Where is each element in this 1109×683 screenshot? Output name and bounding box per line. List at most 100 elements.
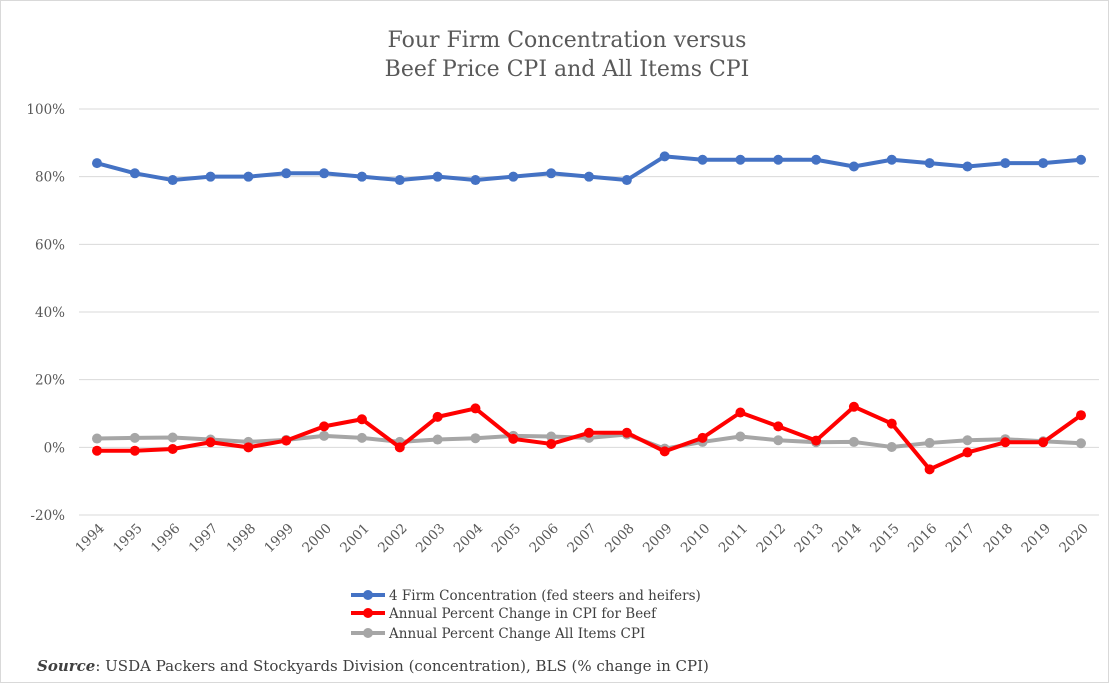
data-point	[508, 434, 518, 444]
data-point	[319, 431, 329, 441]
x-tick-label: 2011	[716, 521, 752, 557]
data-point	[811, 155, 821, 165]
data-point	[470, 403, 480, 413]
legend-swatch-marker	[363, 590, 373, 600]
data-point	[962, 447, 972, 457]
series-layer	[92, 151, 1086, 474]
x-tick-label: 1997	[186, 521, 222, 557]
data-point	[698, 433, 708, 443]
chart-title-line-1: Four Firm Concentration versus	[388, 28, 747, 53]
x-tick-label: 2005	[489, 521, 525, 557]
data-point	[319, 168, 329, 178]
data-point	[962, 162, 972, 172]
data-point	[849, 402, 859, 412]
x-tick-label: 2016	[905, 521, 941, 557]
data-point	[92, 158, 102, 168]
data-point	[130, 168, 140, 178]
y-tick-label: -20%	[30, 508, 65, 524]
legend-item: Annual Percent Change in CPI for Beef	[351, 606, 657, 622]
data-point	[470, 433, 480, 443]
data-point	[887, 442, 897, 452]
data-point	[130, 446, 140, 456]
data-point	[546, 439, 556, 449]
data-point	[660, 446, 670, 456]
data-point	[92, 434, 102, 444]
x-tick-label: 2008	[602, 521, 638, 557]
data-point	[319, 421, 329, 431]
data-point	[925, 464, 935, 474]
legend: 4 Firm Concentration (fed steers and hei…	[351, 588, 701, 642]
data-point	[735, 155, 745, 165]
data-point	[887, 155, 897, 165]
data-point	[849, 437, 859, 447]
x-tick-label: 1998	[224, 521, 260, 557]
data-point	[357, 172, 367, 182]
data-point	[546, 168, 556, 178]
chart-title-line-2: Beef Price CPI and All Items CPI	[385, 57, 750, 82]
data-point	[1076, 155, 1086, 165]
data-point	[1076, 410, 1086, 420]
data-point	[470, 175, 480, 185]
data-point	[584, 428, 594, 438]
data-point	[925, 438, 935, 448]
data-point	[1000, 437, 1010, 447]
legend-label: Annual Percent Change All Items CPI	[388, 626, 645, 642]
y-tick-label: 80%	[35, 170, 65, 186]
data-point	[849, 162, 859, 172]
y-tick-label: 60%	[35, 237, 65, 253]
x-tick-label: 2017	[943, 521, 979, 557]
data-point	[168, 175, 178, 185]
series-1	[92, 151, 1086, 185]
x-tick-label: 2009	[640, 521, 676, 557]
data-point	[206, 172, 216, 182]
source-text: : USDA Packers and Stockyards Division (…	[95, 657, 709, 675]
source-label: Source	[37, 657, 95, 675]
data-point	[508, 172, 518, 182]
data-point	[243, 442, 253, 452]
data-point	[773, 435, 783, 445]
x-tick-label: 1996	[148, 521, 184, 557]
data-point	[357, 414, 367, 424]
data-point	[887, 419, 897, 429]
data-point	[1000, 158, 1010, 168]
x-tick-label: 2004	[451, 521, 487, 557]
x-tick-label: 2002	[375, 521, 411, 557]
data-point	[281, 436, 291, 446]
x-tick-label: 2000	[299, 521, 335, 557]
data-point	[773, 421, 783, 431]
x-tick-label: 2007	[564, 521, 600, 557]
data-point	[281, 168, 291, 178]
x-tick-label: 2019	[1018, 521, 1054, 557]
data-point	[660, 151, 670, 161]
x-tick-label: 2006	[526, 521, 562, 557]
legend-item: Annual Percent Change All Items CPI	[351, 626, 645, 642]
data-point	[962, 435, 972, 445]
data-point	[698, 155, 708, 165]
line-chart: Four Firm Concentration versus Beef Pric…	[1, 1, 1108, 651]
x-tick-label: 2020	[1056, 521, 1092, 557]
data-point	[92, 446, 102, 456]
data-point	[433, 435, 443, 445]
data-point	[773, 155, 783, 165]
data-point	[622, 428, 632, 438]
x-tick-label: 2003	[413, 521, 449, 557]
data-point	[735, 432, 745, 442]
gridlines	[79, 109, 1099, 515]
legend-swatch-marker	[363, 628, 373, 638]
data-point	[395, 175, 405, 185]
data-point	[584, 172, 594, 182]
data-point	[433, 412, 443, 422]
legend-label: 4 Firm Concentration (fed steers and hei…	[389, 588, 701, 604]
x-tick-label: 2012	[753, 521, 789, 557]
data-point	[168, 444, 178, 454]
data-point	[130, 433, 140, 443]
data-point	[357, 433, 367, 443]
data-point	[1076, 438, 1086, 448]
x-tick-label: 2018	[981, 521, 1017, 557]
x-tick-label: 1994	[72, 521, 108, 557]
data-point	[735, 407, 745, 417]
y-tick-label: 20%	[35, 373, 65, 389]
x-tick-label: 2014	[829, 521, 865, 557]
data-point	[433, 172, 443, 182]
data-point	[811, 436, 821, 446]
